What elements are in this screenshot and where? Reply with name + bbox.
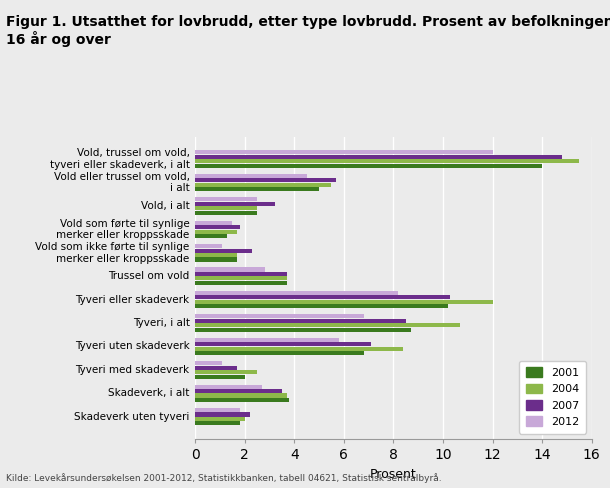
Bar <box>195 202 274 206</box>
X-axis label: Prosent: Prosent <box>370 468 417 481</box>
Bar <box>195 159 580 163</box>
Bar <box>195 211 257 215</box>
Legend: 2001, 2004, 2007, 2012: 2001, 2004, 2007, 2012 <box>519 361 586 434</box>
Text: Kilde: Levekårsundersøkelsen 2001-2012, Statistikkbanken, tabell 04621, Statisti: Kilde: Levekårsundersøkelsen 2001-2012, … <box>6 473 442 483</box>
Bar <box>195 150 492 155</box>
Bar <box>195 183 331 187</box>
Bar <box>195 342 371 346</box>
Bar <box>195 164 542 168</box>
Bar <box>195 304 448 308</box>
Bar <box>195 385 262 388</box>
Bar <box>195 421 240 426</box>
Bar <box>195 327 411 332</box>
Bar <box>195 248 252 253</box>
Bar <box>195 291 398 295</box>
Bar <box>195 412 249 417</box>
Bar <box>195 276 287 281</box>
Bar <box>195 295 450 300</box>
Bar <box>195 229 237 234</box>
Bar <box>195 389 282 393</box>
Bar <box>195 244 223 248</box>
Bar <box>195 234 228 238</box>
Bar <box>195 225 240 229</box>
Bar <box>195 417 245 421</box>
Bar <box>195 187 319 191</box>
Bar <box>195 393 287 398</box>
Bar <box>195 178 337 183</box>
Bar <box>195 155 562 159</box>
Bar <box>195 366 237 370</box>
Bar <box>195 398 289 402</box>
Bar <box>195 408 240 412</box>
Bar <box>195 346 403 351</box>
Bar <box>195 206 257 210</box>
Bar <box>195 221 232 225</box>
Bar <box>195 323 461 327</box>
Text: Figur 1. Utsatthet for lovbrudd, etter type lovbrudd. Prosent av befolkningen
16: Figur 1. Utsatthet for lovbrudd, etter t… <box>6 15 610 47</box>
Bar <box>195 370 257 374</box>
Bar <box>195 272 287 276</box>
Bar <box>195 361 223 365</box>
Bar <box>195 314 364 319</box>
Bar <box>195 374 245 379</box>
Bar <box>195 281 287 285</box>
Bar <box>195 338 339 342</box>
Bar <box>195 267 265 272</box>
Bar <box>195 174 307 178</box>
Bar <box>195 197 257 202</box>
Bar <box>195 300 492 304</box>
Bar <box>195 257 237 262</box>
Bar <box>195 351 364 355</box>
Bar <box>195 319 406 323</box>
Bar <box>195 253 237 257</box>
